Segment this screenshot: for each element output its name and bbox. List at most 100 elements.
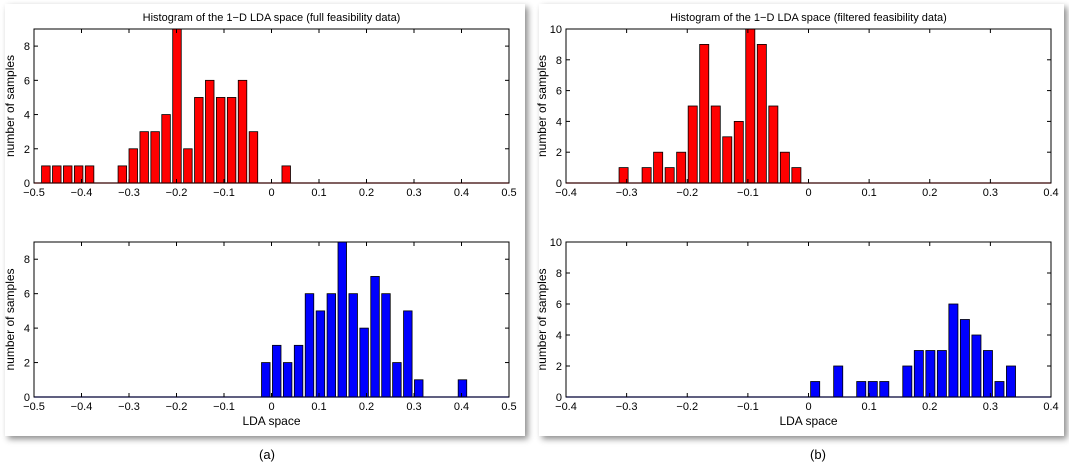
x-tick-label: −0.3 [118, 401, 140, 413]
x-tick-label: −0.4 [555, 401, 577, 413]
x-tick-label: −0.4 [71, 187, 93, 199]
y-axis-label: number of samples [3, 55, 17, 157]
bar [282, 362, 293, 398]
bar [687, 105, 698, 184]
bar [84, 165, 95, 184]
x-tick-label: −0.2 [166, 401, 188, 413]
bar [381, 293, 391, 398]
bar [359, 327, 369, 398]
bar [281, 165, 291, 184]
x-tick-label: 0.5 [501, 401, 516, 413]
bar [150, 131, 160, 184]
x-axis-label: LDA space [242, 414, 300, 428]
x-tick-label: −0.1 [213, 187, 235, 199]
y-tick-label: 4 [24, 323, 30, 335]
x-tick-label: 0.1 [311, 187, 326, 199]
bar [710, 105, 721, 184]
x-tick-label: −0.4 [71, 401, 93, 413]
bar [722, 136, 733, 184]
y-tick-label: 10 [550, 24, 562, 36]
bar [326, 293, 337, 398]
bar [457, 379, 468, 398]
x-tick-label: −0.1 [213, 401, 235, 413]
x-tick-label: −0.1 [737, 401, 759, 413]
x-tick-label: 0.4 [1043, 401, 1058, 413]
bar [994, 381, 1005, 398]
y-tick-label: 10 [550, 237, 562, 249]
y-tick-label: 2 [556, 147, 562, 159]
y-tick-label: 8 [556, 55, 562, 67]
y-tick-label: 2 [24, 358, 30, 370]
bar [237, 79, 248, 184]
bar [172, 28, 182, 184]
sublabel-b: (b) [810, 447, 826, 462]
x-tick-label: 0.2 [359, 187, 374, 199]
bar [392, 362, 402, 398]
bar [902, 365, 913, 398]
chart-b-top: −0.4 −0.3 −0.2 −0.1 0 0.1 0.2 0.3 0.4 0 2 4 6 8 10 Hist… [535, 12, 1059, 199]
bar [756, 44, 767, 184]
y-tick-label: 6 [24, 289, 30, 301]
plot-area [34, 29, 509, 183]
x-tick-label: −0.3 [616, 401, 638, 413]
bar [304, 293, 315, 398]
x-tick-label: 0.4 [1043, 187, 1058, 199]
bar [925, 350, 936, 398]
x-tick-label: 0.2 [922, 187, 937, 199]
bar [194, 97, 204, 184]
bar [810, 381, 821, 398]
x-tick-label: −0.2 [676, 401, 698, 413]
bar [293, 344, 304, 398]
plot-area [566, 29, 1051, 183]
bar [183, 148, 193, 184]
bar [161, 114, 171, 184]
plot-area [566, 242, 1051, 397]
y-tick-label: 2 [24, 144, 30, 156]
y-tick-label: 6 [556, 299, 562, 311]
x-tick-label: 0 [268, 401, 274, 413]
y-tick-label: 4 [556, 116, 562, 128]
bar [879, 381, 890, 398]
chart-a-top: −0.5 −0.4 −0.3 −0.2 −0.1 0 0.1 0.2 0.3 0.4 0.5 0 2 4 6… [3, 12, 517, 199]
bar [983, 350, 993, 398]
x-tick-label: −0.2 [676, 187, 698, 199]
bar [791, 167, 802, 184]
y-tick-label: 6 [24, 75, 30, 87]
x-tick-label: −0.5 [23, 401, 45, 413]
bar [948, 303, 959, 398]
bar [414, 379, 424, 398]
chart-title: Histogram of the 1−D LDA space (full fea… [143, 12, 401, 24]
y-tick-label: 0 [24, 392, 30, 404]
y-tick-label: 8 [24, 41, 30, 53]
x-axis-label: LDA space [779, 414, 837, 428]
bar [63, 165, 73, 184]
y-tick-label: 2 [556, 361, 562, 373]
y-tick-label: 8 [24, 254, 30, 266]
bar [745, 28, 756, 184]
sublabel-a: (a) [259, 447, 275, 462]
y-tick-label: 4 [556, 330, 562, 342]
bar [205, 79, 215, 184]
x-tick-label: 0.2 [922, 401, 937, 413]
bar [52, 165, 62, 184]
bar [913, 350, 924, 398]
bar [959, 319, 970, 398]
x-tick-label: −0.2 [166, 187, 188, 199]
bar [128, 148, 138, 184]
y-tick-label: 0 [556, 178, 562, 190]
bar [676, 151, 687, 184]
x-tick-label: 0.3 [406, 187, 421, 199]
bar [403, 310, 413, 398]
bar [370, 276, 380, 398]
x-tick-label: 0.2 [359, 401, 374, 413]
x-tick-label: 0 [268, 187, 274, 199]
x-tick-label: 0.1 [861, 401, 876, 413]
plot-area [34, 242, 509, 397]
x-tick-label: 0.4 [454, 401, 469, 413]
chart-title: Histogram of the 1−D LDA space (filtered… [670, 12, 947, 24]
y-axis-label: number of samples [535, 55, 549, 157]
x-tick-label: 0.3 [406, 401, 421, 413]
x-tick-label: 0.4 [454, 187, 469, 199]
bar [833, 365, 844, 398]
